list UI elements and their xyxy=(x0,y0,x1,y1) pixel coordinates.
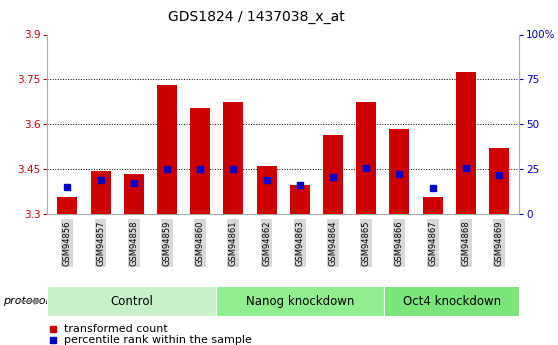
Bar xyxy=(384,286,519,316)
Text: transformed count: transformed count xyxy=(64,325,168,334)
Bar xyxy=(489,148,509,214)
Bar xyxy=(124,174,144,214)
Bar xyxy=(57,197,78,214)
Bar xyxy=(47,286,216,316)
Text: Control: Control xyxy=(110,295,153,307)
Bar xyxy=(90,170,110,214)
Text: percentile rank within the sample: percentile rank within the sample xyxy=(64,335,252,345)
Text: Oct4 knockdown: Oct4 knockdown xyxy=(402,295,501,307)
Bar xyxy=(223,102,243,214)
Text: Nanog knockdown: Nanog knockdown xyxy=(246,295,354,307)
Bar xyxy=(257,166,277,214)
Bar xyxy=(456,72,476,214)
Bar xyxy=(323,135,343,214)
Bar xyxy=(389,129,410,214)
Bar xyxy=(290,186,310,214)
Bar xyxy=(422,197,442,214)
Text: GDS1824 / 1437038_x_at: GDS1824 / 1437038_x_at xyxy=(169,10,345,24)
Bar xyxy=(157,85,177,214)
Bar xyxy=(216,286,384,316)
Bar xyxy=(190,108,210,214)
Bar xyxy=(356,102,376,214)
Text: protocol: protocol xyxy=(3,296,49,306)
